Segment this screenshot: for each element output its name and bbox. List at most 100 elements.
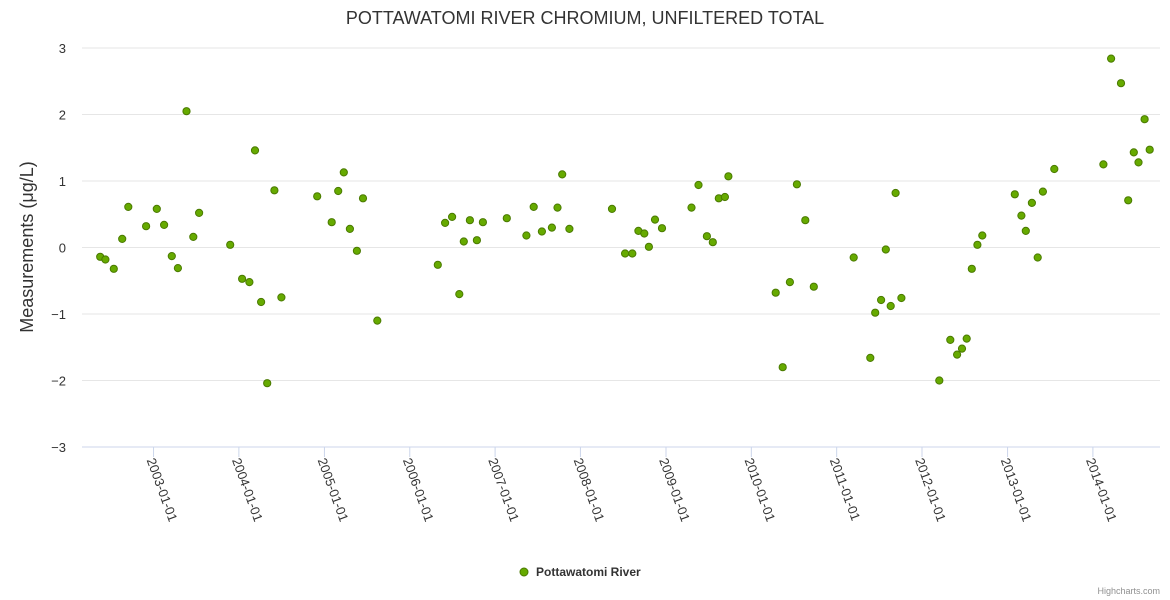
data-point[interactable]	[1116, 79, 1126, 88]
data-point[interactable]	[1134, 158, 1143, 167]
credits-link[interactable]: Highcharts.com	[1097, 586, 1160, 596]
data-point[interactable]	[257, 297, 266, 307]
x-tick-label: 2007-01-01	[485, 456, 522, 524]
data-point[interactable]	[973, 240, 982, 249]
data-point[interactable]	[455, 290, 464, 299]
data-point[interactable]	[628, 249, 637, 258]
data-point[interactable]	[778, 363, 787, 372]
data-point[interactable]	[877, 295, 886, 305]
data-point[interactable]	[1145, 145, 1154, 154]
data-point[interactable]	[866, 353, 875, 362]
data-point[interactable]	[173, 264, 182, 273]
data-point[interactable]	[263, 379, 272, 388]
data-point[interactable]	[226, 240, 235, 249]
data-point[interactable]	[502, 214, 511, 223]
data-point[interactable]	[522, 231, 531, 240]
data-point[interactable]	[644, 242, 654, 251]
data-point[interactable]	[809, 282, 818, 291]
data-point[interactable]	[1107, 54, 1116, 63]
data-point[interactable]	[657, 224, 667, 233]
data-point[interactable]	[189, 232, 198, 241]
data-point[interactable]	[849, 253, 858, 262]
data-point[interactable]	[459, 237, 468, 246]
data-point[interactable]	[270, 186, 279, 195]
data-point[interactable]	[1140, 115, 1149, 124]
data-point[interactable]	[946, 335, 955, 344]
data-point[interactable]	[250, 146, 260, 155]
data-point[interactable]	[537, 227, 547, 236]
data-point[interactable]	[607, 204, 617, 213]
data-point[interactable]	[277, 293, 286, 302]
data-point[interactable]	[792, 180, 802, 189]
data-point[interactable]	[373, 316, 382, 325]
data-point[interactable]	[1124, 196, 1133, 205]
data-point[interactable]	[195, 208, 204, 217]
data-point[interactable]	[472, 236, 481, 245]
data-point[interactable]	[621, 249, 630, 258]
data-point[interactable]	[702, 232, 712, 241]
data-point[interactable]	[358, 194, 368, 203]
data-point[interactable]	[881, 245, 890, 254]
data-point[interactable]	[897, 293, 906, 303]
data-point[interactable]	[441, 218, 450, 227]
data-point[interactable]	[109, 264, 118, 273]
data-point[interactable]	[708, 238, 717, 247]
data-point[interactable]	[1027, 198, 1037, 207]
data-point[interactable]	[953, 350, 962, 359]
data-point[interactable]	[957, 344, 967, 353]
data-point[interactable]	[182, 107, 191, 116]
data-point[interactable]	[801, 216, 810, 225]
data-point[interactable]	[352, 246, 361, 255]
data-point[interactable]	[547, 223, 557, 232]
data-point[interactable]	[1021, 226, 1030, 235]
data-point[interactable]	[1129, 148, 1138, 157]
data-point[interactable]	[1010, 190, 1019, 199]
data-point[interactable]	[160, 220, 169, 229]
data-point[interactable]	[465, 216, 474, 225]
data-point[interactable]	[558, 170, 567, 179]
data-point[interactable]	[724, 172, 733, 181]
data-point[interactable]	[694, 180, 703, 190]
data-point[interactable]	[886, 301, 895, 311]
data-point[interactable]	[720, 192, 730, 202]
data-point[interactable]	[1033, 253, 1042, 262]
data-point[interactable]	[101, 255, 110, 264]
data-point[interactable]	[433, 260, 442, 269]
data-point[interactable]	[334, 186, 343, 196]
data-point[interactable]	[785, 278, 795, 287]
data-point[interactable]	[771, 288, 780, 297]
data-point[interactable]	[871, 308, 880, 317]
data-point[interactable]	[118, 234, 127, 243]
data-point[interactable]	[529, 202, 538, 211]
data-point[interactable]	[448, 212, 457, 221]
data-point[interactable]	[167, 252, 176, 261]
data-point[interactable]	[687, 203, 696, 212]
data-point[interactable]	[238, 274, 247, 283]
x-tick-label: 2012-01-01	[912, 456, 949, 524]
data-point[interactable]	[152, 204, 161, 213]
data-point[interactable]	[1050, 164, 1059, 174]
data-point[interactable]	[565, 224, 574, 233]
legend-item-label[interactable]: Pottawatomi River	[536, 565, 641, 579]
x-axis: 2003-01-01 2004-01-01 2005-01-01 2006-01-01…	[144, 447, 1120, 524]
legend[interactable]: Pottawatomi River	[519, 565, 641, 579]
data-point[interactable]	[478, 218, 487, 227]
data-point[interactable]	[640, 229, 649, 238]
data-point[interactable]	[142, 222, 151, 231]
data-point[interactable]	[1038, 187, 1048, 196]
data-point[interactable]	[1099, 160, 1108, 169]
data-point[interactable]	[345, 224, 354, 233]
data-point[interactable]	[935, 376, 944, 385]
data-point[interactable]	[339, 168, 348, 177]
data-point[interactable]	[245, 278, 254, 287]
data-point[interactable]	[553, 203, 562, 212]
data-point[interactable]	[978, 231, 987, 240]
data-point[interactable]	[891, 188, 900, 198]
data-point[interactable]	[313, 192, 322, 201]
data-point[interactable]	[1017, 211, 1026, 220]
data-point[interactable]	[650, 215, 660, 224]
data-point[interactable]	[327, 218, 336, 227]
data-point[interactable]	[967, 264, 976, 273]
data-point[interactable]	[124, 202, 133, 211]
data-point[interactable]	[962, 334, 971, 343]
